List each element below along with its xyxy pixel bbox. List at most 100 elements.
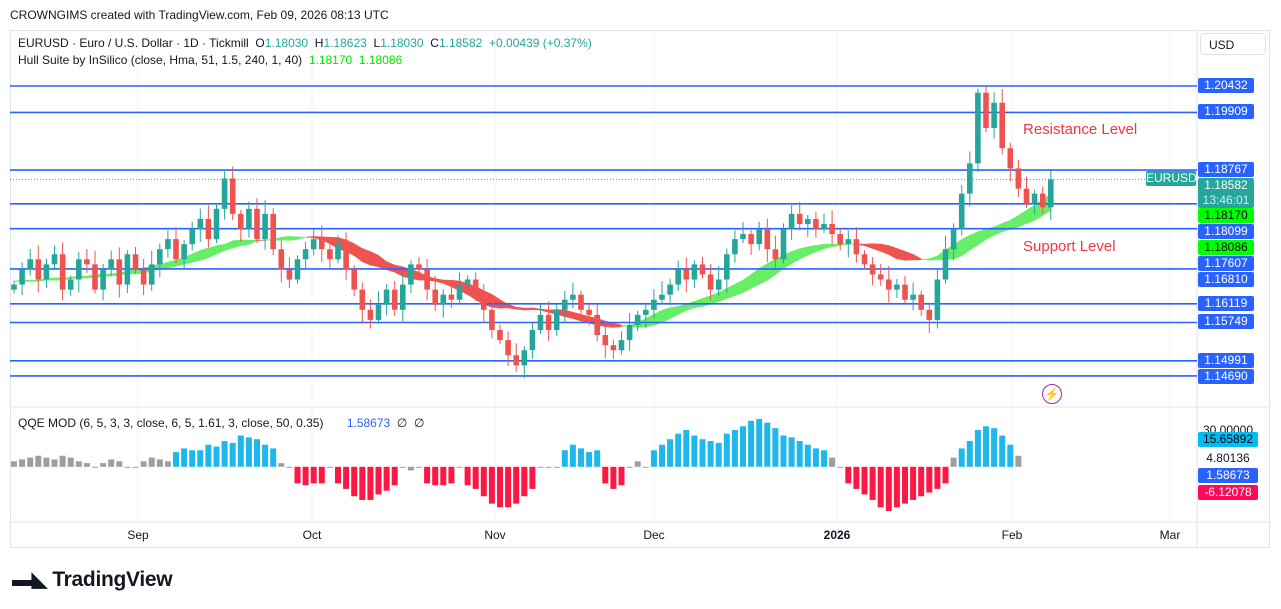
qqe-histogram-bar: [561, 450, 568, 467]
hull-band-segment: [896, 248, 906, 261]
candle-body: [570, 294, 576, 300]
level-price-label: 1.14690: [1198, 368, 1254, 384]
candle-body: [335, 244, 341, 260]
candle-body: [643, 309, 649, 315]
qqe-histogram-bar: [829, 457, 836, 467]
hull-band-segment: [685, 300, 695, 311]
hull-band-segment: [661, 307, 671, 324]
low-value: 1.18030: [380, 36, 424, 50]
hull-band-segment: [734, 279, 744, 297]
qqe-histogram-bar: [610, 466, 617, 489]
currency-button[interactable]: USD: [1200, 33, 1266, 55]
low-label: L: [373, 36, 381, 50]
level-price-label: 1.18099: [1198, 224, 1254, 240]
level-price-label: 1.20432: [1198, 78, 1254, 93]
candle-body: [958, 193, 965, 230]
tradingview-logo[interactable]: ▬◣ TradingView: [12, 568, 173, 591]
qqe-histogram-bar: [480, 466, 487, 497]
candle-body: [740, 234, 746, 240]
qqe-legend[interactable]: QQE MOD (6, 5, 3, 3, close, 6, 5, 1.61, …: [18, 416, 424, 430]
qqe-histogram-bar: [812, 448, 819, 467]
qqe-histogram-bar: [642, 466, 649, 468]
lightning-icon[interactable]: ⚡: [1042, 384, 1062, 404]
hull-band-segment: [677, 303, 687, 315]
qqe-histogram-bar: [796, 441, 803, 467]
support-annotation[interactable]: Support Level: [1023, 238, 1116, 255]
hull-band-segment: [864, 243, 873, 249]
candle-body: [764, 229, 771, 250]
qqe-histogram-bar: [699, 439, 706, 467]
symbol-legend[interactable]: EURUSD · Euro / U.S. Dollar · 1D · Tickm…: [18, 36, 592, 50]
candle-body: [246, 208, 252, 230]
hull-band-segment: [613, 322, 622, 328]
candle-body: [319, 239, 325, 250]
qqe-na-2: ∅: [414, 416, 425, 430]
hull-band-segment: [232, 239, 242, 249]
qqe-axis-label: 15.65892: [1198, 432, 1258, 447]
candle-body: [367, 309, 374, 320]
level-price-label: 1.16119: [1198, 295, 1254, 311]
qqe-histogram-bar: [837, 466, 844, 468]
qqe-histogram-bar: [999, 435, 1006, 467]
qqe-histogram-bar: [148, 457, 155, 467]
candle-body: [513, 355, 519, 366]
qqe-histogram-bar: [116, 461, 123, 467]
qqe-histogram-bar: [861, 466, 868, 495]
hull-band-segment: [572, 311, 582, 322]
candle-body: [537, 314, 544, 331]
qqe-histogram-bar: [75, 461, 82, 467]
hull-band-segment: [961, 234, 971, 257]
candle-body: [724, 254, 730, 280]
x-tick-dec: Dec: [643, 528, 665, 542]
qqe-histogram-bar: [950, 457, 957, 467]
candle-body: [967, 163, 973, 194]
candle-body: [1015, 168, 1022, 189]
last-price-value: 1.18582: [1204, 178, 1248, 193]
qqe-histogram-bar: [464, 466, 471, 486]
candle-body: [861, 254, 868, 265]
x-tick-mar: Mar: [1159, 528, 1181, 542]
hull-band-segment: [386, 261, 396, 273]
candle-body: [424, 269, 430, 290]
qqe-axis-label: 4.80136: [1198, 451, 1258, 466]
candle-body: [124, 254, 131, 285]
candle-body: [950, 229, 957, 250]
chart-frame: [10, 30, 1270, 548]
candle-body: [610, 345, 617, 351]
candle-body: [505, 340, 511, 356]
resistance-annotation[interactable]: Resistance Level: [1023, 121, 1138, 138]
candle-body: [173, 239, 179, 260]
hull-band-segment: [726, 283, 736, 299]
candle-body: [691, 264, 698, 280]
qqe-histogram-bar: [569, 444, 576, 467]
qqe-histogram-bar: [318, 466, 325, 484]
hull-band-segment: [718, 287, 728, 302]
candle-body: [294, 259, 301, 280]
qqe-histogram-bar: [424, 466, 431, 484]
close-value: 1.18582: [438, 36, 483, 50]
candle-body: [805, 218, 811, 224]
candle-body: [529, 330, 536, 351]
qqe-histogram-bar: [594, 450, 601, 467]
qqe-histogram-bar: [650, 450, 657, 467]
hull-band-segment: [977, 228, 987, 246]
qqe-histogram-bar: [35, 455, 42, 467]
candle-body: [902, 284, 908, 300]
high-value: 1.18623: [323, 36, 367, 50]
hull-band-segment: [208, 245, 217, 259]
candle-body: [1039, 193, 1046, 208]
qqe-histogram-bar: [756, 418, 763, 467]
qqe-histogram-bar: [27, 457, 34, 467]
hull-band-segment: [523, 307, 533, 311]
qqe-histogram-bar: [440, 466, 447, 486]
x-tick-feb: Feb: [1001, 528, 1023, 542]
candle-body: [772, 249, 779, 260]
candle-body: [991, 102, 997, 129]
hull-legend[interactable]: Hull Suite by InSilico (close, Hma, 51, …: [18, 53, 402, 67]
qqe-histogram-bar: [748, 420, 755, 467]
hull-band-segment: [256, 239, 266, 242]
candle-body: [408, 264, 414, 285]
qqe-histogram-bar: [667, 439, 674, 467]
hull-band-segment: [928, 255, 938, 261]
